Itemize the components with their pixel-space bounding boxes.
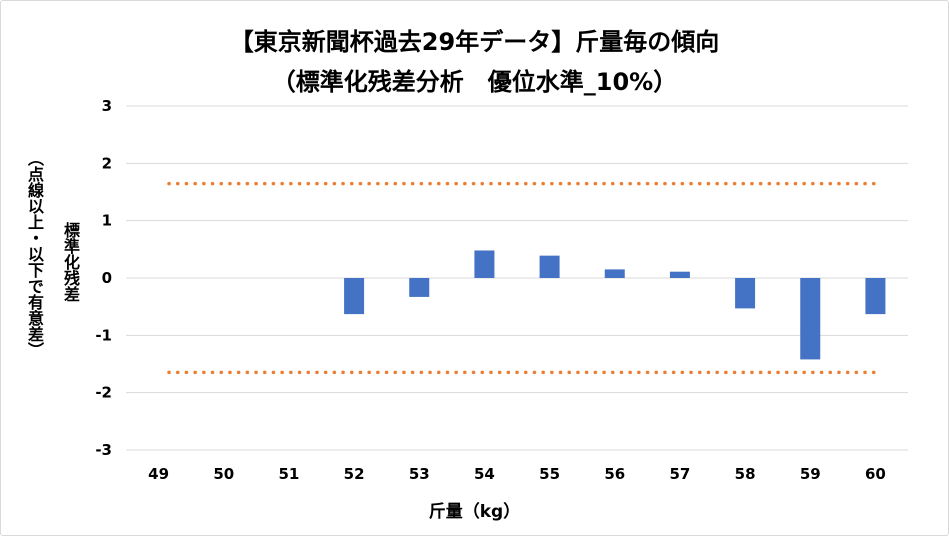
y-axis-note: （点線以上・以下で有意差） (25, 150, 44, 358)
x-tick-label: 59 (800, 465, 821, 483)
bar (539, 255, 560, 278)
y-axis-label: 標準化残差 (61, 222, 80, 302)
x-tick-label: 51 (278, 465, 299, 483)
x-tick-label: 53 (409, 465, 430, 483)
chart-title: 【東京新聞杯過去29年データ】斤量毎の傾向 (229, 28, 720, 56)
chart-subtitle: （標準化残差分析 優位水準_10%） (271, 68, 678, 96)
x-tick-label: 54 (474, 465, 495, 483)
x-tick-label: 57 (669, 465, 690, 483)
bar (800, 278, 821, 360)
y-tick-label: -2 (95, 384, 112, 402)
bar (474, 250, 495, 278)
x-axis-label: 斤量（kg） (428, 502, 521, 522)
x-tick-label: 58 (735, 465, 756, 483)
bar (409, 278, 430, 297)
y-tick-label: 2 (102, 154, 112, 172)
bar (735, 278, 756, 309)
bar (669, 271, 690, 278)
bar (344, 278, 365, 315)
y-tick-label: -1 (95, 326, 112, 344)
y-tick-label: 0 (102, 269, 112, 287)
x-tick-label: 50 (213, 465, 234, 483)
bar (865, 278, 886, 315)
x-tick-label: 55 (539, 465, 560, 483)
y-tick-label: 1 (102, 212, 112, 230)
bar (604, 269, 625, 278)
x-tick-label: 52 (344, 465, 365, 483)
y-tick-label: 3 (102, 97, 112, 115)
x-tick-label: 49 (148, 465, 169, 483)
x-tick-label: 60 (865, 465, 886, 483)
x-tick-label: 56 (604, 465, 625, 483)
y-tick-label: -3 (95, 441, 112, 459)
